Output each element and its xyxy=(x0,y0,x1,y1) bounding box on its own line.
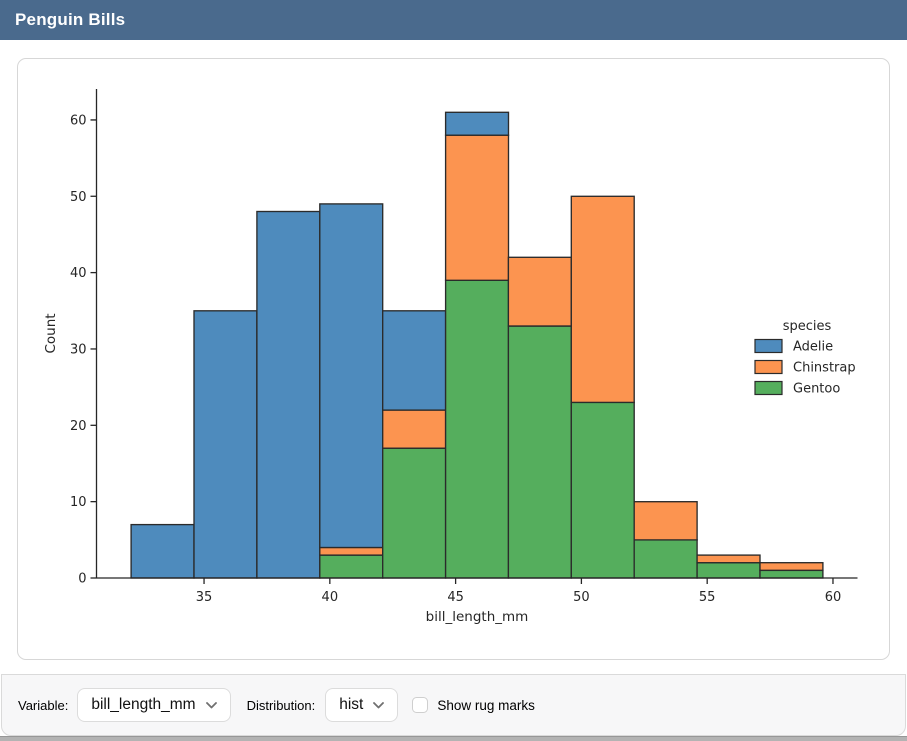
title-bar: Penguin Bills xyxy=(0,0,907,40)
bar-segment-chinstrap xyxy=(633,501,698,541)
bars xyxy=(130,111,824,579)
legend-label-adelie: Adelie xyxy=(793,340,833,355)
variable-select[interactable]: bill_length_mm xyxy=(77,688,231,722)
bar-segment-gentoo xyxy=(633,539,698,579)
distribution-select[interactable]: hist xyxy=(325,688,399,722)
bar-segment-adelie xyxy=(444,111,510,136)
svg-text:45: 45 xyxy=(447,590,464,605)
bar-segment-chinstrap xyxy=(319,546,384,556)
bar-segment-adelie xyxy=(256,210,321,579)
svg-text:10: 10 xyxy=(70,495,87,510)
bar-segment-chinstrap xyxy=(759,562,824,571)
bar-segment-gentoo xyxy=(382,447,447,579)
bar-segment-gentoo xyxy=(444,279,510,579)
bar-segment-gentoo xyxy=(507,325,572,579)
y-axis-label: Count xyxy=(43,313,59,353)
bar-segment-adelie xyxy=(130,523,195,579)
bar-segment-gentoo xyxy=(696,562,761,579)
svg-text:50: 50 xyxy=(573,590,590,605)
svg-text:40: 40 xyxy=(322,590,339,605)
svg-text:0: 0 xyxy=(78,572,86,587)
svg-text:60: 60 xyxy=(70,113,87,128)
distribution-select-value: hist xyxy=(339,696,364,713)
bar-segment-adelie xyxy=(382,310,447,411)
bar-segment-chinstrap xyxy=(507,256,572,327)
svg-text:55: 55 xyxy=(699,590,716,605)
legend: species Adelie Chinstrap Gentoo xyxy=(754,319,856,397)
svg-text:60: 60 xyxy=(825,590,842,605)
bar-segment-chinstrap xyxy=(570,195,635,404)
legend-swatch-adelie xyxy=(754,338,783,354)
x-axis-label: bill_length_mm xyxy=(426,609,529,625)
distribution-label: Distribution: xyxy=(246,697,316,713)
window-bottom-edge xyxy=(0,736,907,741)
bar-segment-gentoo xyxy=(319,554,384,579)
show-rug-checkbox[interactable] xyxy=(412,697,429,713)
variable-label: Variable: xyxy=(18,697,69,713)
bar-segment-adelie xyxy=(193,310,258,579)
legend-label-chinstrap: Chinstrap xyxy=(793,361,856,376)
svg-text:35: 35 xyxy=(196,590,213,605)
app-title: Penguin Bills xyxy=(15,10,126,29)
svg-text:40: 40 xyxy=(70,266,87,281)
svg-text:30: 30 xyxy=(70,342,87,357)
bar-segment-gentoo xyxy=(570,401,635,579)
bar-segment-chinstrap xyxy=(382,409,447,449)
bar-segment-chinstrap xyxy=(444,134,510,281)
show-rug-label[interactable]: Show rug marks xyxy=(437,697,535,713)
axes: 35 40 45 50 55 60 0 10 20 30 40 50 60 bill_length_mm C… xyxy=(43,89,858,625)
svg-text:20: 20 xyxy=(70,419,87,434)
variable-select-value: bill_length_mm xyxy=(91,696,196,713)
chart-card: 35 40 45 50 55 60 0 10 20 30 40 50 60 bill_length_mm C… xyxy=(17,58,890,660)
legend-swatch-gentoo xyxy=(754,380,783,396)
bar-segment-gentoo xyxy=(759,569,824,579)
legend-swatch-chinstrap xyxy=(754,359,783,375)
chevron-down-icon xyxy=(373,701,385,708)
histogram-chart: 35 40 45 50 55 60 0 10 20 30 40 50 60 bill_length_mm C… xyxy=(43,89,858,625)
control-bar: Variable: bill_length_mm Distribution: h… xyxy=(1,674,906,736)
chevron-down-icon xyxy=(205,701,217,708)
legend-title: species xyxy=(783,319,832,334)
svg-text:50: 50 xyxy=(70,190,87,205)
bar-segment-adelie xyxy=(319,203,384,549)
legend-label-gentoo: Gentoo xyxy=(793,382,840,397)
bar-segment-chinstrap xyxy=(696,554,761,564)
